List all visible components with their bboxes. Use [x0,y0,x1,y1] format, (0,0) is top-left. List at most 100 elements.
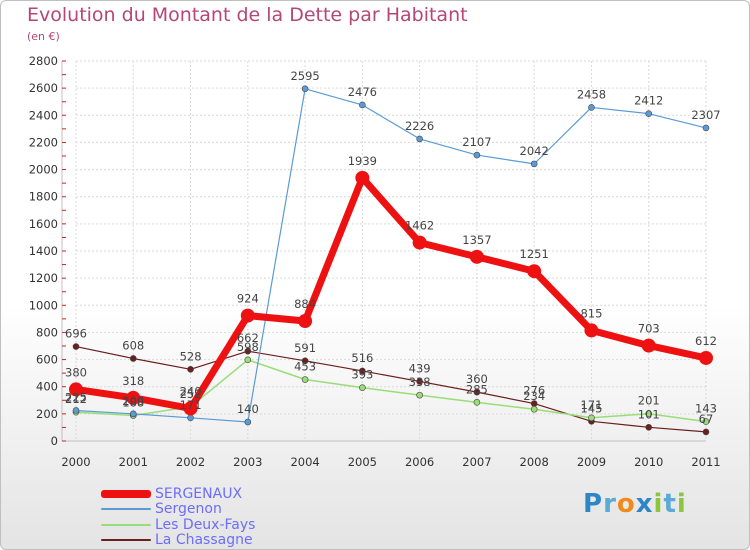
data-point [69,382,83,397]
data-label: 1251 [520,247,549,261]
y-tick-label: 200 [36,407,58,421]
data-point [129,355,137,362]
data-label: 439 [409,361,431,375]
data-point [412,235,427,250]
data-point [183,401,198,416]
data-label: 171 [580,398,602,412]
legend-swatch [101,508,151,511]
legend-label: SERGENAUX [155,485,243,502]
data-label: 360 [466,372,488,386]
data-label: 1462 [405,219,434,233]
data-point [240,308,255,323]
legend-label: La Chassagne [155,532,253,549]
data-label: 67 [699,412,714,426]
y-tick-label: 1400 [29,244,58,258]
data-point [473,399,481,406]
chart-legend: SERGENAUX Sergenon Les Deux-Fays La Chassag… [101,486,255,548]
data-label: 528 [180,349,202,363]
brand-letter: x [635,489,654,519]
x-tick-label: 2004 [290,455,319,469]
data-point [473,151,481,159]
y-tick-label: 2000 [29,163,58,177]
x-tick-label: 2003 [233,455,262,469]
x-tick-label: 2006 [405,455,434,469]
y-tick-label: 2200 [29,135,58,149]
y-tick-label: 2600 [29,81,58,95]
y-tick-label: 1800 [29,190,58,204]
data-point [641,338,656,353]
legend-swatch [101,539,151,542]
data-label: 393 [351,368,373,382]
data-label: 453 [294,360,316,374]
data-label: 338 [409,375,431,389]
data-point [301,376,309,383]
data-label: 2307 [691,108,720,122]
series-sergenaux [69,170,713,416]
x-tick-label: 2002 [176,455,205,469]
data-point [584,323,599,338]
data-label: 2595 [290,69,319,83]
data-point [530,405,538,413]
data-label: 591 [294,341,316,355]
data-point [359,384,366,391]
series-la-chassagne [72,343,710,436]
legend-item: SERGENAUX [101,486,255,502]
data-label: 171 [180,398,202,412]
legend-label: Les Deux-Fays [155,516,256,533]
series-line [75,345,707,433]
brand-letter: r [603,489,617,519]
data-label: 140 [237,402,259,416]
brand-letter: o [616,489,636,519]
data-label: 200 [122,394,144,408]
data-point [355,170,370,185]
series-les-deux-fays [72,356,710,425]
data-label: 101 [638,407,660,421]
data-label: 145 [580,401,602,415]
data-label: 2458 [577,87,606,101]
x-tick-label: 2009 [577,455,606,469]
data-label: 234 [523,389,545,403]
data-label: 662 [237,331,259,345]
data-point [416,378,423,385]
data-point [298,314,313,329]
data-label: 225 [65,390,87,404]
y-tick-label: 800 [36,325,58,339]
series-sergenon [72,85,710,426]
data-label: 2042 [520,144,549,158]
data-point [359,367,366,375]
data-point [416,391,423,399]
x-tick-label: 2000 [61,455,90,469]
y-tick-label: 2800 [29,54,58,68]
data-label: 285 [466,382,488,396]
y-tick-label: 600 [36,353,58,367]
data-label: 924 [237,292,259,306]
data-label: 240 [180,384,202,398]
x-tick-label: 2007 [462,455,491,469]
x-tick-label: 2008 [520,455,549,469]
data-point [301,357,309,365]
brand-letter: i [653,489,664,519]
data-label: 188 [122,395,144,409]
data-point [359,101,366,109]
data-point [702,418,710,425]
data-label: 608 [122,338,144,352]
data-label: 2107 [462,135,491,149]
data-point [244,356,252,364]
y-tick-label: 1600 [29,217,58,231]
data-label: 2412 [634,94,663,108]
y-tick-label: 1000 [29,298,58,312]
data-point [473,388,481,396]
data-point [72,407,80,414]
data-label: 703 [638,322,660,336]
legend-label: Sergenon [155,501,222,518]
data-point [527,264,542,279]
data-point [530,160,538,168]
chart-title: Evolution du Montant de la Dette par Hab… [27,4,468,26]
y-tick-label: 2400 [29,108,58,122]
data-label: 380 [65,365,87,379]
x-tick-label: 2011 [691,455,720,469]
data-label: 612 [695,334,717,348]
data-label: 318 [122,374,144,388]
data-point [301,85,309,93]
